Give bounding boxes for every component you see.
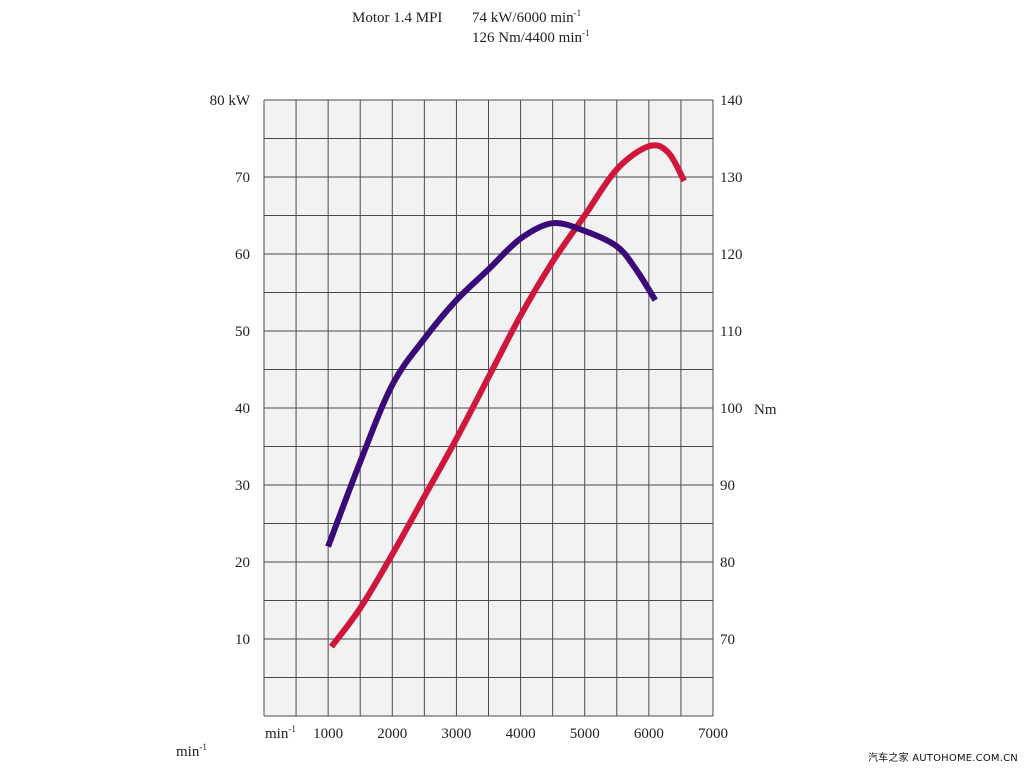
y-left-tick-label: 60 <box>235 247 250 263</box>
y-right-tick-label: 130 <box>720 170 743 186</box>
y-right-tick-label: 90 <box>720 478 735 494</box>
x-tick-label: 3000 <box>441 726 471 742</box>
y-left-tick-label: 70 <box>235 170 250 186</box>
title-power-spec-main: 74 kW/6000 min <box>472 10 574 26</box>
x-bottom-label: min-1 <box>176 742 207 760</box>
grid <box>263 99 714 717</box>
y-left-tick-label: 20 <box>235 555 250 571</box>
title-torque-spec-main: 126 Nm/4400 min <box>472 30 583 46</box>
y-right-tick-label: 70 <box>720 632 735 648</box>
title-power-spec-sup: -1 <box>574 8 582 18</box>
x-tick-label: 4000 <box>506 726 536 742</box>
x-bottom-label-sup: -1 <box>199 742 207 752</box>
title-engine: Motor 1.4 MPI <box>352 10 442 26</box>
x-unit-label-main: min <box>265 726 289 742</box>
title-power-spec: 74 kW/6000 min-1 <box>472 8 581 26</box>
title-torque-spec: 126 Nm/4400 min-1 <box>472 28 590 46</box>
labels-group: 1000 2000 3000 4000 5000 6000 7000 10 20 30 40 50 60… <box>210 93 743 742</box>
y-right-tick-label: 120 <box>720 247 743 263</box>
x-bottom-label-main: min <box>176 744 200 760</box>
x-unit-label: min-1 <box>265 724 296 742</box>
y-left-tick-label: 50 <box>235 324 250 340</box>
torque-curve <box>325 220 658 548</box>
watermark: 汽车之家 AUTOHOME.COM.CN <box>868 753 1018 764</box>
y-left-tick-label: 40 <box>235 401 250 417</box>
x-tick-label: 5000 <box>570 726 600 742</box>
y-left-tick-label: 30 <box>235 478 250 494</box>
series-group <box>325 142 687 649</box>
y-left-tick-label: 80 kW <box>210 93 251 109</box>
title-torque-spec-sup: -1 <box>582 28 590 38</box>
y-right-unit-label: Nm <box>754 402 777 418</box>
x-unit-label-sup: -1 <box>288 724 296 734</box>
y-right-tick-label: 110 <box>720 324 742 340</box>
y-right-tick-label: 100 <box>720 401 743 417</box>
x-tick-label: 1000 <box>313 726 343 742</box>
y-right-tick-label: 80 <box>720 555 735 571</box>
y-right-tick-label: 140 <box>720 93 743 109</box>
x-tick-label: 7000 <box>698 726 728 742</box>
x-tick-label: 2000 <box>377 726 407 742</box>
y-left-tick-label: 10 <box>235 632 250 648</box>
x-tick-label: 6000 <box>634 726 664 742</box>
power-curve <box>329 142 687 649</box>
